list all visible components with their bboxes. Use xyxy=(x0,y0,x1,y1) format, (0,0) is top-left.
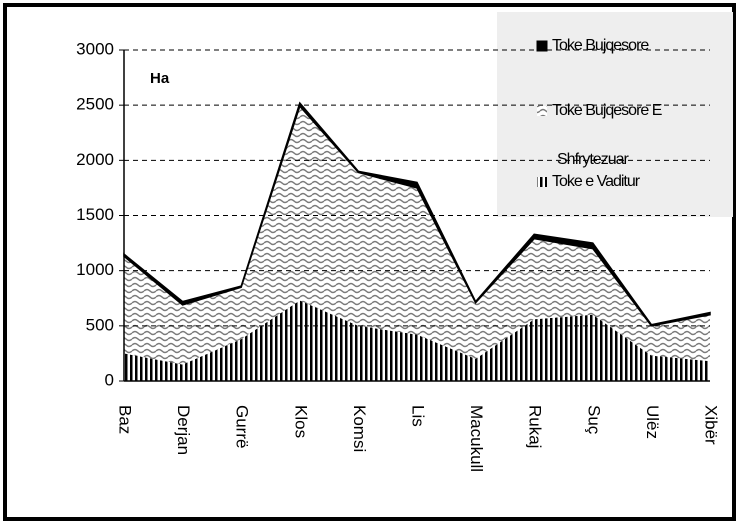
y-tick-label: 3000 xyxy=(76,39,114,58)
y-tick-label: 500 xyxy=(86,315,114,334)
area xyxy=(123,101,711,327)
legend-box xyxy=(497,12,733,217)
x-tick-label: Gurrë xyxy=(233,405,252,448)
legend-label: Toke e Vaditur xyxy=(552,173,641,190)
y-tick-label: 1000 xyxy=(76,260,114,279)
y-tick-label: 2500 xyxy=(76,95,114,114)
legend-label: Toke Bujqesore E xyxy=(552,102,662,119)
legend-label: Shfrytezuar xyxy=(557,151,629,168)
legend-swatch xyxy=(536,40,548,52)
area xyxy=(124,300,710,381)
x-tick-label: Klos xyxy=(291,405,310,438)
unit-label: Ha xyxy=(150,70,170,87)
area xyxy=(124,106,710,365)
x-tick-label: Rukaj xyxy=(526,405,545,448)
x-tick-label: Macukull xyxy=(467,405,486,472)
y-tick-label: 2000 xyxy=(76,150,114,169)
x-tick-label: Lis xyxy=(409,405,428,427)
legend-swatch xyxy=(537,106,547,116)
x-tick-label: Komsi xyxy=(350,405,369,452)
x-tick-label: Suç xyxy=(584,405,603,435)
x-tick-label: Derjan xyxy=(174,405,193,455)
y-tick-label: 0 xyxy=(105,370,114,389)
x-tick-label: Baz xyxy=(116,405,135,434)
y-tick-label: 1500 xyxy=(76,205,114,224)
x-tick-label: Xibër xyxy=(702,405,721,445)
frame xyxy=(3,3,736,521)
x-tick-label: Ulëz xyxy=(643,405,662,439)
legend-label: Toke Bujqesore xyxy=(552,37,649,54)
legend-swatch xyxy=(537,177,547,187)
